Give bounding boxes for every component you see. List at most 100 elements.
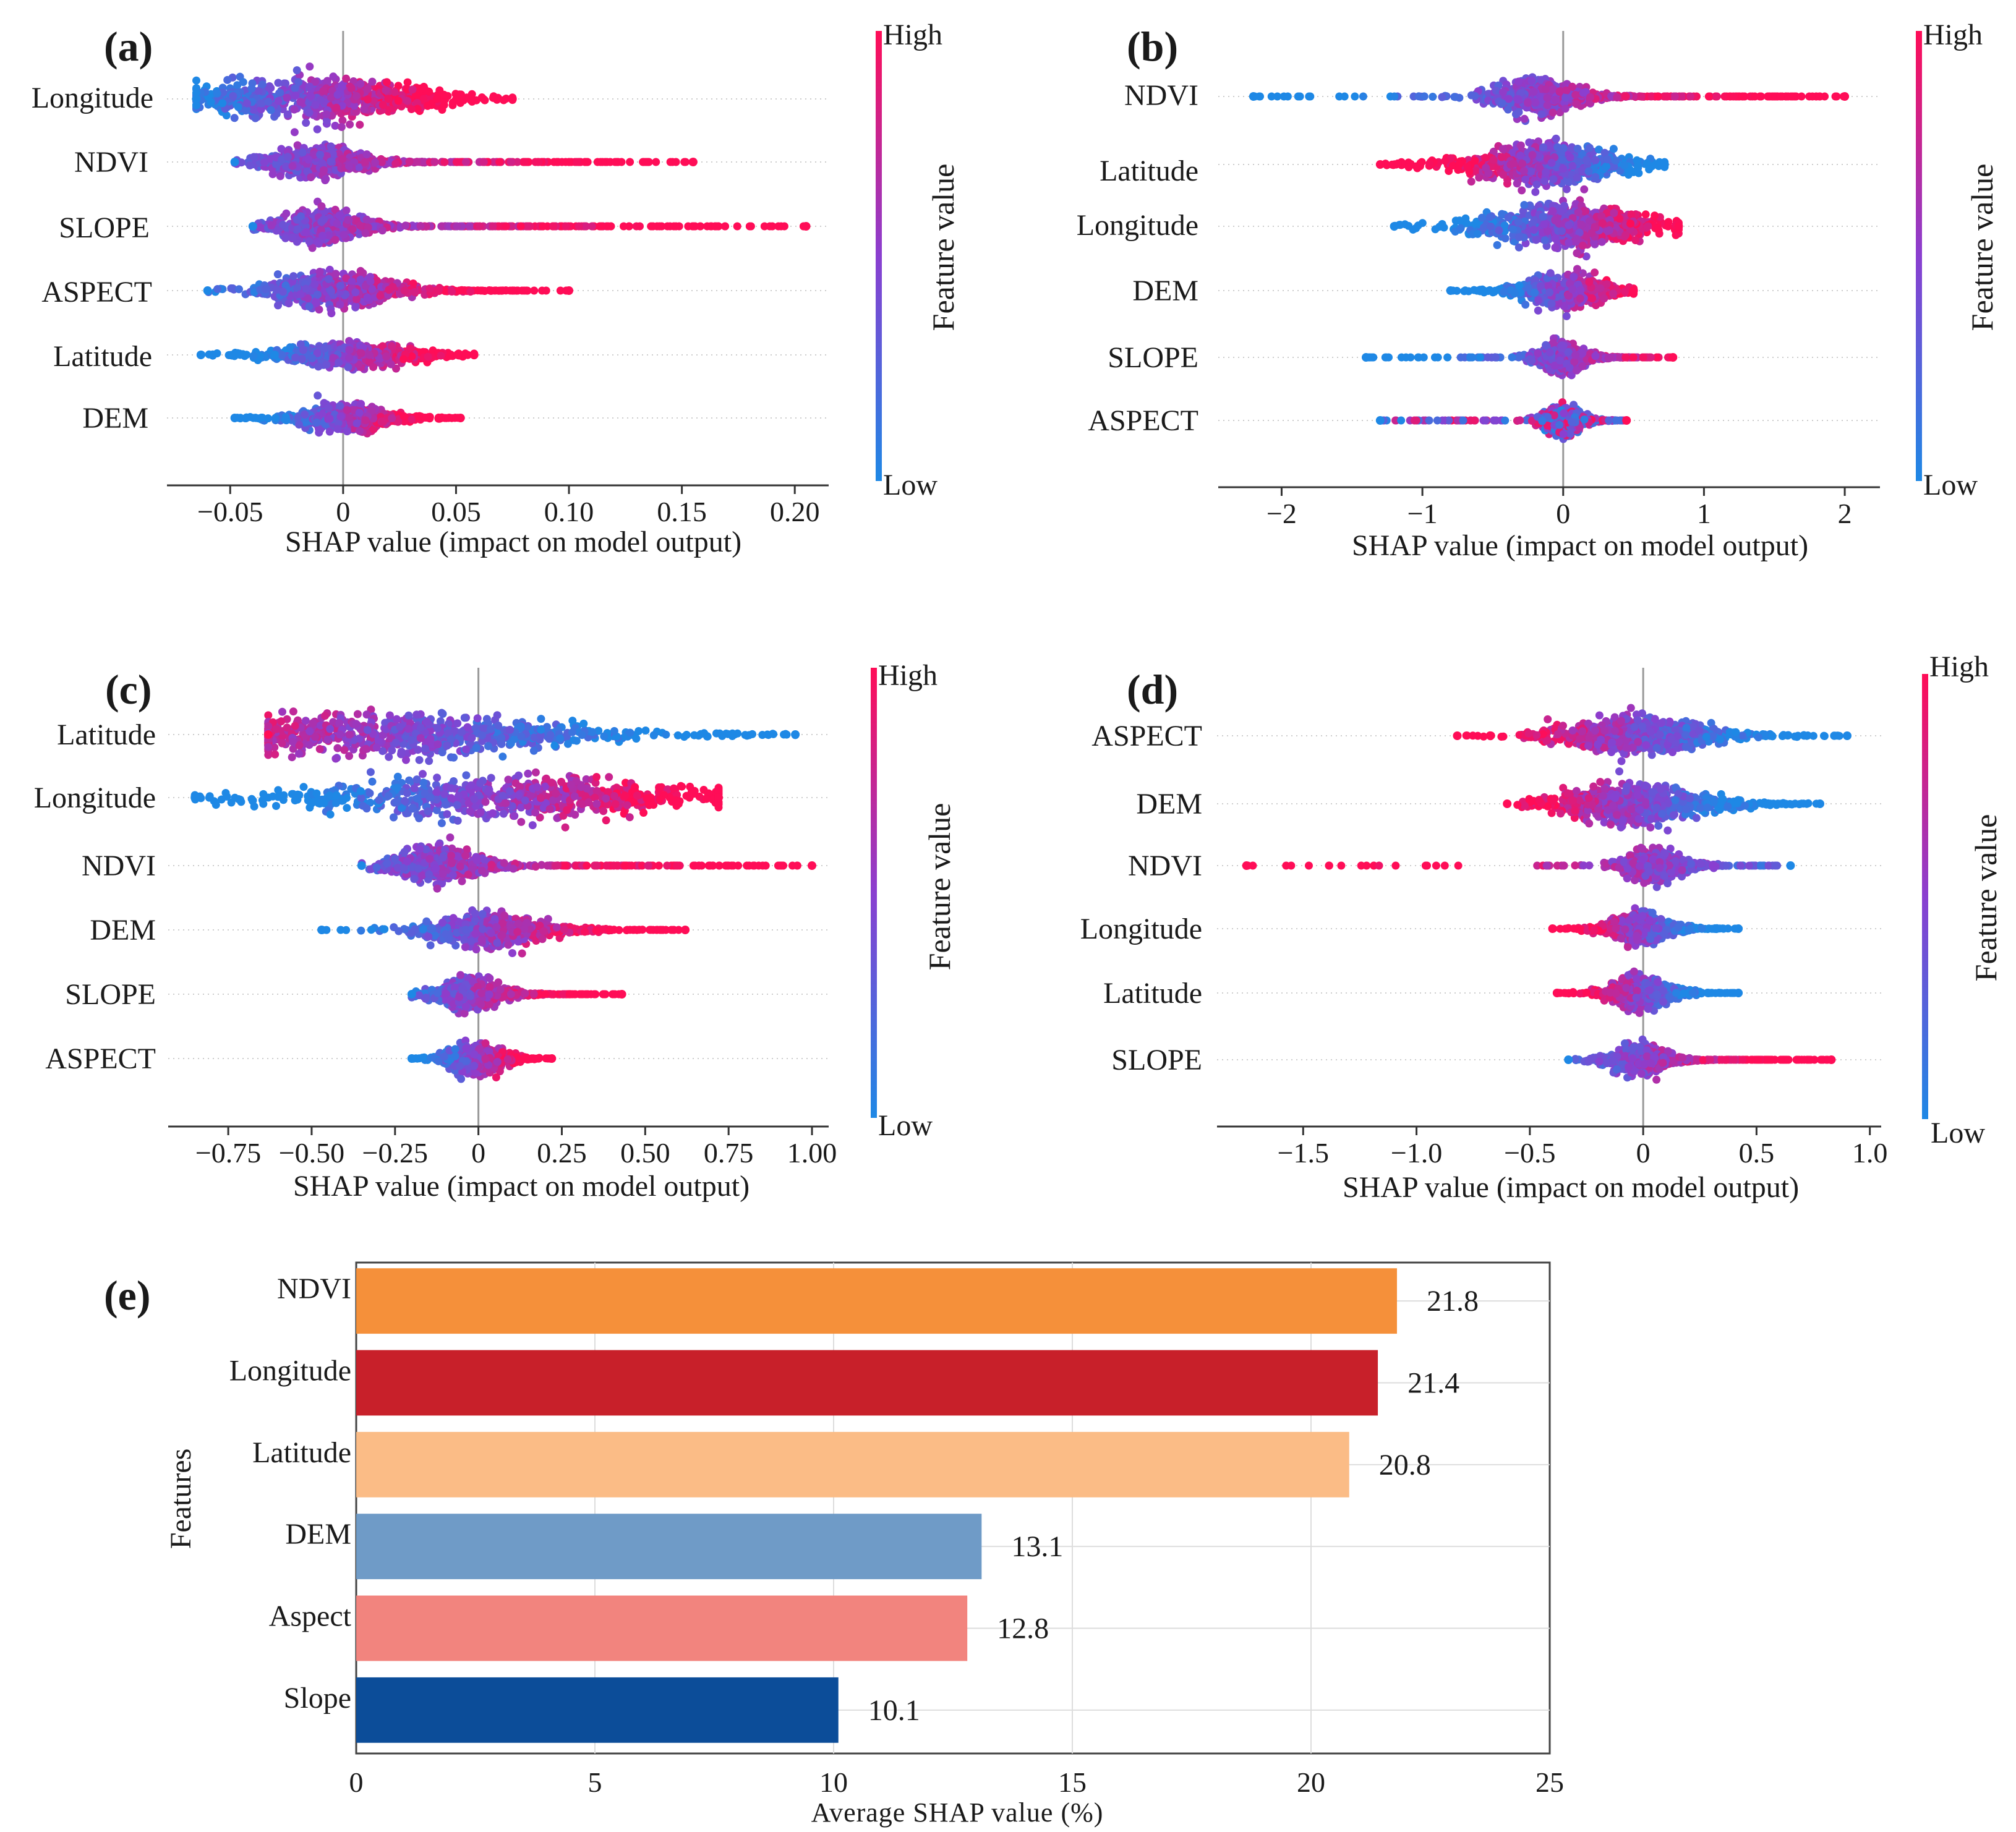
- shap-point: [322, 360, 331, 369]
- shap-point: [361, 416, 370, 425]
- shap-point: [352, 419, 361, 428]
- feature-points-a-5: [230, 391, 465, 438]
- shap-point: [1832, 92, 1840, 101]
- x-axis-title-a: SHAP value (impact on model output): [285, 526, 741, 558]
- x-tick-label-a-3: 0.10: [544, 496, 594, 527]
- shap-point: [336, 401, 344, 410]
- feature-label-a-4: Latitude: [53, 340, 152, 373]
- shap-point: [766, 222, 774, 231]
- shap-point: [1520, 114, 1529, 123]
- shap-point: [242, 414, 250, 422]
- shap-point: [249, 153, 258, 161]
- shap-point: [235, 285, 243, 294]
- shap-point: [593, 158, 602, 166]
- shap-point: [444, 414, 453, 422]
- shap-point: [384, 95, 393, 103]
- shap-point: [1531, 98, 1540, 107]
- shap-point: [247, 84, 256, 93]
- shap-point: [345, 162, 353, 171]
- shap-point: [258, 80, 267, 89]
- shap-point: [1340, 92, 1349, 101]
- shap-extreme-point: [203, 286, 212, 295]
- shap-point: [1498, 99, 1506, 108]
- shap-point: [1776, 92, 1785, 101]
- shap-point: [407, 105, 416, 113]
- shap-point: [251, 114, 260, 122]
- shap-point: [351, 302, 360, 310]
- shap-point: [276, 172, 284, 181]
- shap-point: [1654, 92, 1662, 101]
- shap-point: [720, 222, 729, 231]
- shap-point: [574, 222, 583, 231]
- colorbar-title-a: Feature value: [926, 164, 960, 331]
- shap-point: [1670, 92, 1679, 101]
- shap-point: [267, 106, 275, 114]
- shap-point: [286, 343, 294, 352]
- shap-point: [281, 234, 290, 242]
- shap-point: [530, 286, 539, 295]
- shap-point: [636, 222, 644, 231]
- shap-point: [620, 222, 628, 231]
- shap-point: [243, 99, 251, 108]
- shap-point: [356, 266, 365, 275]
- shap-point: [445, 352, 454, 360]
- shap-point: [342, 74, 351, 83]
- shap-point: [562, 222, 570, 231]
- shap-point: [712, 222, 720, 231]
- shap-point: [462, 158, 470, 166]
- beeswarm-points-a: [167, 31, 829, 485]
- shap-point: [1704, 92, 1713, 101]
- shap-point: [344, 413, 353, 422]
- shap-point: [302, 284, 310, 293]
- shap-point: [296, 98, 305, 106]
- shap-point: [495, 158, 504, 166]
- shap-point: [356, 221, 364, 229]
- shap-point: [1572, 100, 1581, 108]
- shap-point: [356, 121, 364, 129]
- shap-point: [351, 288, 360, 297]
- shap-point: [1561, 104, 1570, 113]
- shap-point: [361, 229, 370, 237]
- shap-extreme-point: [196, 351, 205, 359]
- shap-point: [453, 222, 461, 231]
- shap-point: [271, 414, 280, 422]
- feature-points-a-3: [203, 265, 573, 318]
- shap-point: [344, 216, 352, 224]
- shap-point: [319, 87, 328, 95]
- feature-label-a-2: SLOPE: [59, 211, 150, 244]
- shap-point: [311, 101, 320, 109]
- shap-extreme-point: [1249, 92, 1258, 101]
- shap-point: [432, 95, 441, 103]
- shap-extreme-point: [192, 95, 201, 103]
- shap-point: [318, 231, 327, 240]
- shap-point: [327, 142, 335, 151]
- shap-point: [424, 352, 432, 361]
- shap-point: [423, 101, 432, 110]
- shap-point: [408, 85, 417, 94]
- shap-point: [298, 355, 306, 364]
- shap-point: [317, 202, 326, 211]
- shap-point: [305, 62, 314, 71]
- shap-point: [345, 354, 354, 362]
- shap-point: [479, 95, 488, 103]
- shap-point: [352, 295, 361, 304]
- shap-point: [246, 161, 254, 169]
- shap-point: [520, 158, 529, 166]
- shap-point: [313, 125, 322, 134]
- shap-point: [435, 286, 443, 294]
- shap-point: [1306, 92, 1315, 101]
- shap-point: [489, 222, 497, 231]
- shap-point: [539, 222, 547, 231]
- shap-point: [455, 90, 464, 99]
- shap-point: [489, 92, 498, 101]
- shap-point: [1267, 92, 1276, 101]
- feature-points-a-1: [230, 128, 698, 184]
- feature-label-b-5: ASPECT: [1088, 404, 1198, 437]
- shap-point: [652, 158, 660, 166]
- shap-point: [1351, 92, 1359, 101]
- shap-point: [461, 349, 469, 358]
- shap-point: [362, 215, 371, 224]
- shap-point: [316, 150, 325, 159]
- shap-point: [1738, 92, 1747, 101]
